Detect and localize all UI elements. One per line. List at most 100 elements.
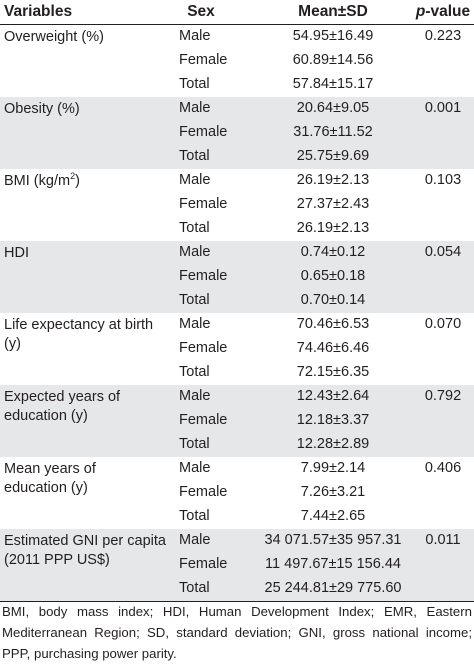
- sex-cell: Female: [179, 412, 228, 428]
- table-row: Female 31.76±11.52: [0, 121, 474, 145]
- sex-cell: Female: [179, 124, 228, 140]
- mean-sd-cell: 74.46±6.46: [296, 340, 370, 356]
- table-row: Female 0.65±0.18: [0, 265, 474, 289]
- mean-sd-cell: 70.46±6.53: [296, 316, 370, 332]
- mean-sd-cell: 60.89±14.56: [292, 52, 374, 68]
- mean-sd-cell: 57.84±15.17: [292, 76, 374, 92]
- table-row: Male 20.64±9.05 0.001: [0, 97, 474, 121]
- variable-label: HDI: [4, 245, 29, 261]
- mean-sd-cell: 11 497.67±15 156.44: [265, 556, 401, 572]
- mean-sd-cell: 12.18±3.37: [296, 412, 370, 428]
- table-group-life-expectancy: Life expectancy at birth (y) Male 70.46±…: [0, 313, 474, 385]
- table-row: Male 70.46±6.53 0.070: [0, 313, 474, 337]
- sex-cell: Male: [179, 28, 211, 44]
- header-mean-sd: Mean±SD: [298, 3, 368, 20]
- table-header-row: Variables Sex Mean±SD p-value: [0, 0, 474, 25]
- table-row: Female 60.89±14.56: [0, 49, 474, 73]
- mean-sd-cell: 26.19±2.13: [296, 220, 370, 236]
- variable-label: Estimated GNI per capita (2011 PPP US$): [4, 533, 166, 568]
- mean-sd-cell: 72.15±6.35: [296, 364, 370, 380]
- table-row: Female 27.37±2.43: [0, 193, 474, 217]
- sex-cell: Male: [179, 100, 211, 116]
- sex-cell: Total: [179, 220, 210, 236]
- table-row: Total 25.75±9.69: [0, 145, 474, 169]
- p-value-cell: 0.070: [424, 316, 462, 332]
- mean-sd-cell: 0.74±0.12: [300, 244, 366, 260]
- p-value-cell: 0.011: [425, 532, 461, 548]
- sex-cell: Male: [179, 388, 211, 404]
- table-group-expected-years-education: Expected years of education (y) Male 12.…: [0, 385, 474, 457]
- table-row: Total 12.28±2.89: [0, 433, 474, 457]
- mean-sd-cell: 7.99±2.14: [300, 460, 366, 476]
- sex-cell: Total: [179, 148, 210, 164]
- sex-cell: Total: [179, 580, 210, 596]
- mean-sd-cell: 26.19±2.13: [296, 172, 370, 188]
- mean-sd-cell: 25.75±9.69: [296, 148, 370, 164]
- table-row: Total 57.84±15.17: [0, 73, 474, 97]
- sex-cell: Female: [179, 268, 228, 284]
- mean-sd-cell: 25 244.81±29 775.60: [264, 580, 402, 596]
- variable-label: Mean years of education (y): [4, 461, 96, 496]
- mean-sd-cell: 0.70±0.14: [300, 292, 366, 308]
- sex-cell: Male: [179, 244, 211, 260]
- sex-cell: Total: [179, 364, 210, 380]
- sex-cell: Male: [179, 532, 211, 548]
- sex-cell: Total: [179, 292, 210, 308]
- table-row: Male 12.43±2.64 0.792: [0, 385, 474, 409]
- table-row: Total 26.19±2.13: [0, 217, 474, 241]
- table-row: Female 74.46±6.46: [0, 337, 474, 361]
- p-value-cell: 0.054: [424, 244, 462, 260]
- table-group-bmi: BMI (kg/m2) Male 26.19±2.13 0.103 Female…: [0, 169, 474, 241]
- mean-sd-cell: 31.76±11.52: [293, 124, 373, 140]
- sex-cell: Female: [179, 52, 228, 68]
- sex-cell: Female: [179, 556, 228, 572]
- mean-sd-cell: 12.28±2.89: [296, 436, 370, 452]
- mean-sd-cell: 20.64±9.05: [296, 100, 370, 116]
- p-value-cell: 0.406: [424, 460, 462, 476]
- table-row: Male 0.74±0.12 0.054: [0, 241, 474, 265]
- table-row: Female 11 497.67±15 156.44: [0, 553, 474, 577]
- p-value-cell: 0.001: [424, 100, 462, 116]
- mean-sd-cell: 34 071.57±35 957.31: [264, 532, 402, 548]
- sex-cell: Male: [179, 172, 211, 188]
- table-row: Male 26.19±2.13 0.103: [0, 169, 474, 193]
- mean-sd-cell: 7.44±2.65: [300, 508, 366, 524]
- sex-cell: Female: [179, 340, 228, 356]
- p-value-cell: 0.223: [424, 28, 462, 44]
- variable-label: Life expectancy at birth (y): [4, 317, 154, 352]
- p-value-cell: 0.792: [424, 388, 462, 404]
- header-variables: Variables: [4, 3, 73, 20]
- mean-sd-cell: 7.26±3.21: [300, 484, 366, 500]
- mean-sd-cell: 27.37±2.43: [296, 196, 370, 212]
- table-row: Total 72.15±6.35: [0, 361, 474, 385]
- table-row: Female 12.18±3.37: [0, 409, 474, 433]
- variable-label: Overweight (%): [4, 29, 104, 45]
- table-group-overweight: Overweight (%) Male 54.95±16.49 0.223 Fe…: [0, 25, 474, 97]
- sex-cell: Male: [179, 316, 211, 332]
- table-footnote: BMI, body mass index; HDI, Human Develop…: [2, 604, 472, 661]
- table-row: Total 25 244.81±29 775.60: [0, 577, 474, 601]
- variable-label: Obesity (%): [4, 101, 80, 117]
- sex-cell: Total: [179, 76, 210, 92]
- header-p-value: p-value: [415, 3, 471, 20]
- sex-cell: Male: [179, 460, 211, 476]
- table-group-hdi: HDI Male 0.74±0.12 0.054 Female 0.65±0.1…: [0, 241, 474, 313]
- sex-cell: Total: [179, 436, 210, 452]
- variable-label: Expected years of education (y): [4, 389, 121, 424]
- table-row: Male 7.99±2.14 0.406: [0, 457, 474, 481]
- table-group-gni: Estimated GNI per capita (2011 PPP US$) …: [0, 529, 474, 602]
- table-row: Male 34 071.57±35 957.31 0.011: [0, 529, 474, 553]
- mean-sd-cell: 54.95±16.49: [292, 28, 374, 44]
- table-row: Total 0.70±0.14: [0, 289, 474, 313]
- table-row: Female 7.26±3.21: [0, 481, 474, 505]
- header-sex: Sex: [187, 3, 215, 20]
- table-group-mean-years-education: Mean years of education (y) Male 7.99±2.…: [0, 457, 474, 529]
- variable-label: BMI (kg/m2): [4, 171, 80, 189]
- sex-cell: Female: [179, 484, 228, 500]
- p-value-cell: 0.103: [424, 172, 462, 188]
- mean-sd-cell: 0.65±0.18: [300, 268, 366, 284]
- table-row: Total 7.44±2.65: [0, 505, 474, 529]
- sex-cell: Total: [179, 508, 210, 524]
- table-row: Male 54.95±16.49 0.223: [0, 25, 474, 49]
